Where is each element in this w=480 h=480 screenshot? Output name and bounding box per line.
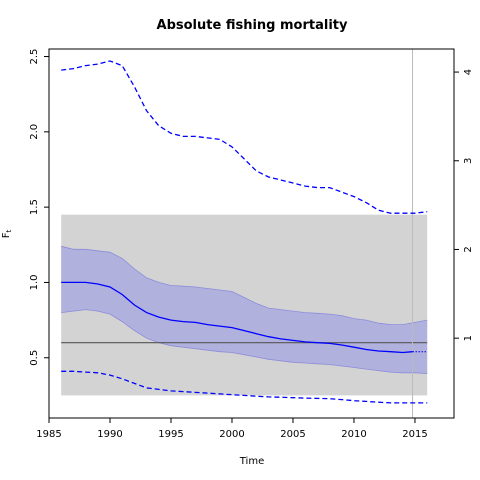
y2-tick-label: 1 xyxy=(463,335,474,341)
x-tick-label: 2005 xyxy=(280,429,305,440)
lower-dashed-line xyxy=(61,370,428,404)
ci-band xyxy=(61,246,428,374)
y2-tick-label: 2 xyxy=(463,246,474,252)
upper-dashed-line xyxy=(61,60,428,214)
y-tick-label: 1.5 xyxy=(29,199,40,215)
ci-lower-line xyxy=(61,309,428,374)
x-tick-label: 1990 xyxy=(97,429,122,440)
y-axis-label-sub: t xyxy=(5,229,13,232)
x-axis: 1985 1990 1995 2000 2005 2010 2015 xyxy=(36,417,428,440)
x-tick-label: 2000 xyxy=(219,429,244,440)
y-tick-label: 1.0 xyxy=(29,274,40,290)
plot-area xyxy=(61,49,428,418)
y-tick-label: 0.5 xyxy=(29,350,40,366)
x-axis-label: Time xyxy=(239,456,264,467)
y2-tick-label: 3 xyxy=(463,158,474,164)
y-axis-label: Ft xyxy=(1,229,13,238)
y-axis: 0.5 1.0 1.5 2.0 2.5 xyxy=(29,49,50,366)
x-tick-label: 1985 xyxy=(36,429,61,440)
chart-title: Absolute fishing mortality xyxy=(157,18,348,33)
y-axis-label-main: F xyxy=(1,232,12,238)
y-tick-label: 2.5 xyxy=(29,49,40,65)
estimate-line xyxy=(61,281,413,354)
x-tick-label: 1995 xyxy=(158,429,183,440)
y-tick-label: 2.0 xyxy=(29,124,40,140)
y2-axis: 1 2 3 4 xyxy=(453,69,474,341)
ci-upper-line xyxy=(61,245,428,325)
x-tick-label: 2015 xyxy=(402,429,427,440)
x-tick-label: 2010 xyxy=(341,429,366,440)
y2-tick-label: 4 xyxy=(463,69,474,75)
